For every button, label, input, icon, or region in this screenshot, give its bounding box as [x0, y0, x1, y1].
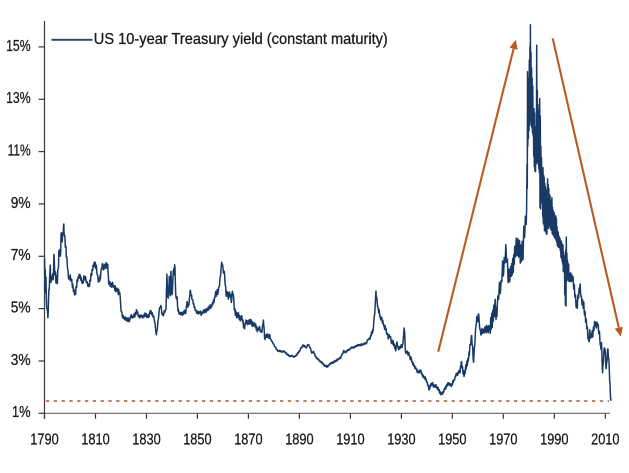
- svg-text:1%: 1%: [12, 404, 31, 421]
- svg-text:1890: 1890: [285, 432, 313, 449]
- svg-text:1790: 1790: [30, 432, 58, 449]
- svg-text:13%: 13%: [6, 90, 31, 107]
- svg-text:1910: 1910: [336, 432, 364, 449]
- svg-text:7%: 7%: [11, 247, 31, 264]
- svg-text:1850: 1850: [183, 432, 211, 449]
- svg-text:US 10-year Treasury yield (con: US 10-year Treasury yield (constant matu…: [94, 31, 388, 48]
- svg-text:11%: 11%: [8, 143, 31, 160]
- svg-text:1970: 1970: [489, 432, 517, 449]
- svg-text:1990: 1990: [540, 432, 568, 449]
- svg-text:1810: 1810: [81, 432, 109, 449]
- svg-text:1950: 1950: [438, 432, 466, 449]
- svg-text:5%: 5%: [11, 300, 31, 317]
- svg-text:15%: 15%: [6, 38, 31, 55]
- svg-text:1830: 1830: [132, 432, 160, 449]
- svg-text:1870: 1870: [234, 432, 262, 449]
- svg-text:3%: 3%: [11, 352, 31, 369]
- svg-text:1930: 1930: [387, 432, 415, 449]
- svg-text:9%: 9%: [11, 195, 31, 212]
- svg-text:2010: 2010: [591, 432, 619, 449]
